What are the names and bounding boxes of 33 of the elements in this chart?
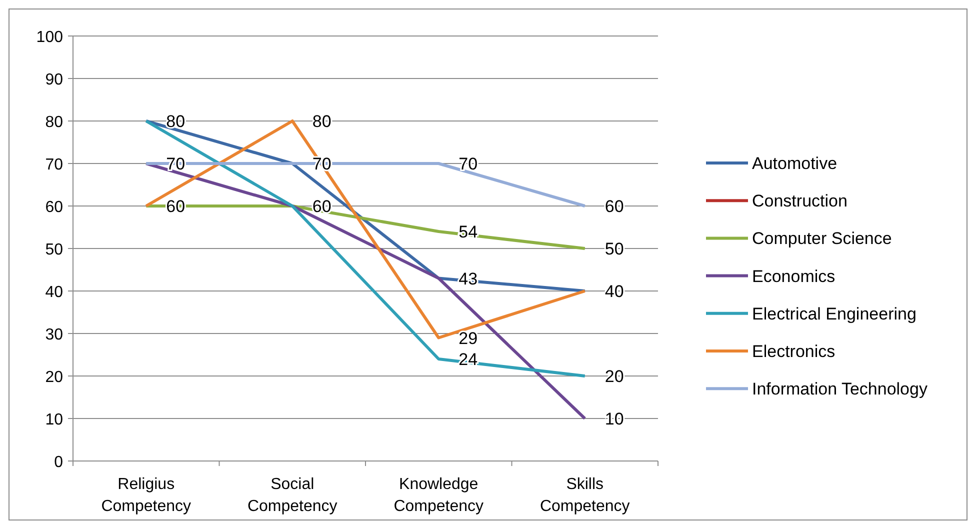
data-label: 10 <box>604 410 624 428</box>
y-tick-label: 40 <box>45 284 64 301</box>
x-tick-label: Knowledge Competency <box>394 476 484 515</box>
legend-label: Automotive <box>752 154 838 173</box>
legend-label: Information Technology <box>752 380 928 399</box>
y-tick-label: 20 <box>45 369 64 386</box>
y-tick-label: 60 <box>45 199 64 216</box>
legend-label: Electrical Engineering <box>752 304 916 324</box>
y-tick-label: 90 <box>45 72 64 88</box>
y-tick-label: 10 <box>45 412 64 428</box>
y-tick-label: 0 <box>54 454 64 471</box>
data-label: 60 <box>604 197 624 216</box>
y-tick-label: 70 <box>45 156 64 174</box>
data-label: 70 <box>312 154 332 174</box>
data-label: 80 <box>312 112 332 131</box>
legend-label: Computer Science <box>752 229 892 248</box>
data-label: 20 <box>604 367 624 386</box>
data-label: 50 <box>604 240 624 258</box>
data-label: 40 <box>604 282 624 301</box>
legend-label: Electronics <box>752 342 836 361</box>
y-tick-label: 100 <box>36 29 64 46</box>
x-tick-label: Social Competency <box>247 476 338 515</box>
y-tick-label: 30 <box>45 326 64 344</box>
legend-label: Construction <box>752 192 848 211</box>
x-tick-label: Skills Competency <box>540 476 630 515</box>
data-label: 80 <box>166 112 186 131</box>
data-label: 29 <box>458 328 478 348</box>
legend-label: Economics <box>752 266 836 286</box>
x-tick-label: Religius Competency <box>101 476 192 515</box>
y-tick-label: 80 <box>45 114 64 131</box>
data-label: 70 <box>166 154 186 174</box>
y-tick-label: 50 <box>45 242 64 258</box>
data-label: 70 <box>458 154 478 174</box>
